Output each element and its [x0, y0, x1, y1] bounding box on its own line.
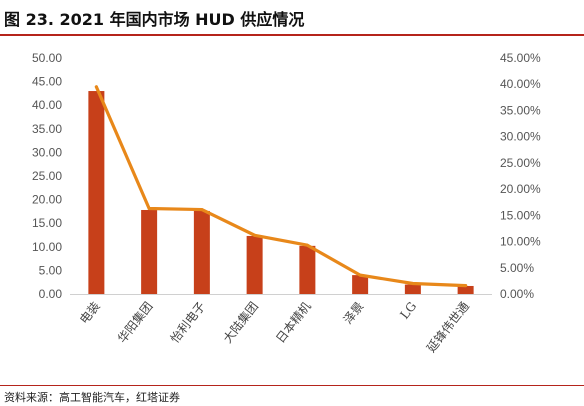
- left-axis-ticks: 0.00 5.00 10.00 15.00 20.00 25.00 30.00 35.00 40…: [32, 51, 62, 301]
- category-label: 日本精机: [273, 299, 314, 345]
- right-tick-label: 0.00%: [500, 287, 534, 301]
- left-tick-label: 45.00: [32, 75, 62, 89]
- right-tick-label: 10.00%: [500, 235, 541, 249]
- category-labels: 电装 华阳集团 怡利电子 大陆集团 日本精机 泽景 LG 延锋伟世通: [77, 299, 472, 356]
- right-tick-label: 40.00%: [500, 77, 541, 91]
- source-note: 资料来源：高工智能汽车，红塔证券: [4, 391, 180, 404]
- left-tick-label: 35.00: [32, 122, 62, 136]
- chart: 0.00 5.00 10.00 15.00 20.00 25.00 30.00 35.00 40…: [32, 51, 541, 356]
- category-label: 电装: [77, 299, 103, 327]
- line-point: [94, 85, 98, 89]
- left-tick-label: 10.00: [32, 240, 62, 254]
- line-point: [464, 284, 468, 288]
- left-tick-label: 5.00: [39, 263, 63, 277]
- right-tick-label: 25.00%: [500, 156, 541, 170]
- source-rule: [0, 385, 584, 386]
- category-label: 延锋伟世通: [424, 299, 472, 355]
- right-tick-label: 20.00%: [500, 182, 541, 196]
- line-series: [94, 85, 468, 288]
- figure-title: 图 23. 2021 年国内市场 HUD 供应情况: [4, 10, 305, 29]
- line-point: [358, 273, 362, 277]
- right-tick-label: 15.00%: [500, 208, 541, 222]
- left-tick-label: 50.00: [32, 51, 62, 65]
- bar: [352, 275, 369, 294]
- line-point: [411, 282, 415, 286]
- line-point: [200, 208, 204, 212]
- left-tick-label: 30.00: [32, 145, 62, 159]
- category-label: 华阳集团: [114, 299, 155, 346]
- right-tick-label: 5.00%: [500, 261, 534, 275]
- bar: [457, 285, 474, 294]
- left-tick-label: 0.00: [39, 287, 63, 301]
- bar: [193, 210, 210, 294]
- right-tick-label: 45.00%: [500, 51, 541, 65]
- bar: [141, 209, 158, 294]
- title-rule: [0, 34, 584, 36]
- right-tick-label: 30.00%: [500, 130, 541, 144]
- bar: [404, 284, 421, 294]
- right-axis-ticks: 0.00% 5.00% 10.00% 15.00% 20.00% 25.00% 30.00%…: [500, 51, 541, 301]
- left-tick-label: 20.00: [32, 193, 62, 207]
- category-label: 怡利电子: [168, 299, 209, 345]
- right-tick-label: 35.00%: [500, 103, 541, 117]
- bar: [246, 235, 263, 294]
- left-tick-label: 25.00: [32, 169, 62, 183]
- share-line: [94, 85, 468, 288]
- line-point: [147, 207, 151, 211]
- bar: [299, 245, 316, 294]
- category-label: 大陆集团: [220, 299, 261, 346]
- line-point: [305, 243, 309, 247]
- bar-series: [88, 91, 474, 294]
- left-tick-label: 40.00: [32, 98, 62, 112]
- line-point: [253, 233, 257, 237]
- left-tick-label: 15.00: [32, 216, 62, 230]
- bar: [88, 91, 105, 294]
- category-label: 泽景: [341, 299, 367, 327]
- category-label: LG: [397, 299, 419, 321]
